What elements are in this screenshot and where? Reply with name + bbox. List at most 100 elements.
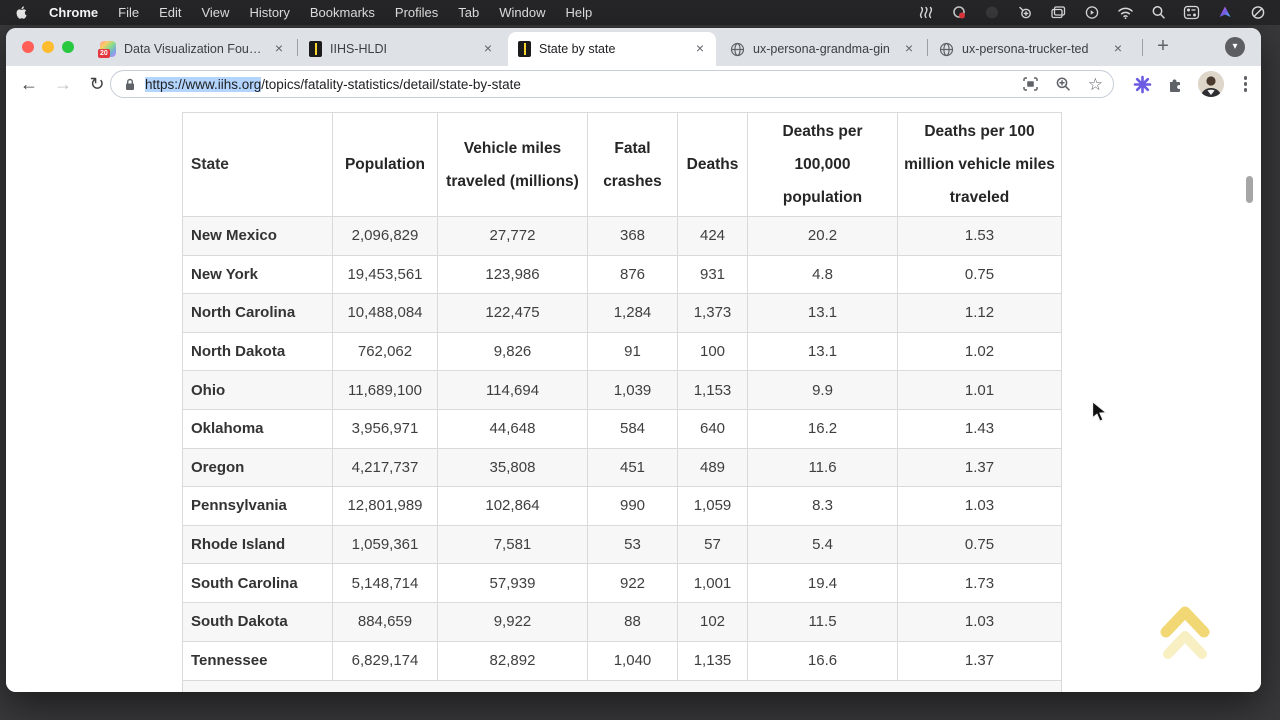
tab-label: ux-persona-trucker-ted <box>962 42 1089 56</box>
dimmed-circle-icon[interactable] <box>984 5 1000 20</box>
value-cell: 57 <box>678 525 748 564</box>
value-cell: 16.6 <box>748 641 898 681</box>
value-cell: 1,153 <box>678 371 748 409</box>
menu-item-bookmarks[interactable]: Bookmarks <box>309 5 375 20</box>
menu-item-help[interactable]: Help <box>565 5 593 20</box>
url-rest-text: /topics/fatality-statistics/detail/state… <box>261 76 521 92</box>
extensions-puzzle-icon[interactable] <box>1166 75 1184 93</box>
new-tab-button[interactable]: + <box>1157 35 1169 57</box>
macos-menu-bar: Chrome File Edit View History Bookmarks Profil… <box>0 0 1280 25</box>
zoom-window-button[interactable] <box>62 41 74 53</box>
menu-item-tab[interactable]: Tab <box>458 5 480 20</box>
close-tab-icon[interactable]: × <box>483 40 493 56</box>
column-header: State <box>183 113 333 216</box>
value-cell: 922 <box>588 564 678 602</box>
menu-item-chrome[interactable]: Chrome <box>49 5 99 20</box>
forward-button[interactable]: → <box>54 74 72 94</box>
menu-item-view[interactable]: View <box>201 5 230 20</box>
value-cell: 9,826 <box>438 332 588 371</box>
state-cell: New Mexico <box>183 217 333 255</box>
screenshot-scan-icon[interactable] <box>1022 76 1039 92</box>
focus-mode-icon[interactable] <box>1250 5 1266 20</box>
tab-separator <box>927 39 928 56</box>
value-cell: 6,829,174 <box>333 641 438 681</box>
table-row: New Mexico 2,096,829 27,772 368 424 20.2 1.53 <box>183 217 1061 256</box>
stacked-windows-icon[interactable] <box>1050 5 1067 20</box>
column-header: Vehicle miles traveled (millions) <box>438 113 588 216</box>
menu-item-edit[interactable]: Edit <box>159 5 182 20</box>
column-header: Deaths per 100 million vehicle miles tra… <box>904 123 1055 206</box>
value-cell: 2,096,829 <box>333 217 438 255</box>
close-tab-icon[interactable]: × <box>274 40 284 56</box>
chrome-menu-icon[interactable] <box>1238 76 1254 92</box>
value-cell: 12,801,989 <box>333 487 438 525</box>
bookmark-star-icon[interactable]: ☆ <box>1087 74 1103 94</box>
back-to-top-button[interactable] <box>1156 596 1214 666</box>
padlock-icon[interactable] <box>123 77 137 92</box>
tab-ux-persona-trucker[interactable]: ux-persona-trucker-ted × <box>929 32 1134 66</box>
value-cell: 44,648 <box>438 409 588 448</box>
value-cell: 1.12 <box>964 304 995 322</box>
table-row: Ohio 11,689,100 114,694 1,039 1,153 9.9 1.01 <box>183 371 1061 410</box>
value-cell: 1,001 <box>678 564 748 602</box>
screen-recording-icon[interactable] <box>951 5 967 20</box>
value-cell: 19.4 <box>748 564 898 602</box>
address-bar[interactable]: https://www.iihs.org/topics/fatality-sta… <box>110 70 1114 98</box>
value-cell: 876 <box>588 255 678 294</box>
state-cell: Oregon <box>183 448 333 487</box>
profile-avatar[interactable] <box>1197 71 1224 97</box>
menu-item-window[interactable]: Window <box>499 5 546 20</box>
value-cell: 1.37 <box>964 652 995 670</box>
value-cell: 4,217,737 <box>333 448 438 487</box>
menu-item-profiles[interactable]: Profiles <box>394 5 439 20</box>
tab-label: ux-persona-grandma-gin <box>753 42 890 56</box>
value-cell: 102 <box>678 602 748 641</box>
value-cell: 1.03 <box>964 497 995 515</box>
tab-bar: 20 Data Visualization Founda × IIHS-HLDI… <box>6 28 1261 66</box>
zoom-magnifier-icon[interactable] <box>1017 5 1033 20</box>
value-cell: 9.9 <box>748 371 898 409</box>
state-cell: South Dakota <box>183 602 333 641</box>
tab-ux-persona-grandma[interactable]: ux-persona-grandma-gin × <box>720 32 925 66</box>
state-cell: North Carolina <box>183 294 333 332</box>
menu-item-file[interactable]: File <box>118 5 140 20</box>
value-cell: 990 <box>588 487 678 525</box>
close-window-button[interactable] <box>22 41 34 53</box>
minimize-window-button[interactable] <box>42 41 54 53</box>
value-cell: 91 <box>588 332 678 371</box>
column-header: Deaths per 100,000 population <box>748 113 898 216</box>
value-cell: 100 <box>678 332 748 371</box>
spotlight-search-icon[interactable] <box>1151 5 1166 20</box>
state-cell: New York <box>183 255 333 294</box>
zoom-in-page-icon[interactable] <box>1055 76 1072 92</box>
table-header-row: State Population Vehicle miles traveled (m… <box>183 113 1061 217</box>
wifi-icon[interactable] <box>1117 6 1134 20</box>
tab-search-menu-button[interactable]: ▾ <box>1225 37 1245 57</box>
value-cell: 1,040 <box>588 641 678 681</box>
value-cell: 11.6 <box>748 448 898 487</box>
close-tab-icon[interactable]: × <box>1113 40 1123 56</box>
reload-button[interactable]: ↻ <box>89 74 105 94</box>
value-cell: 11,689,100 <box>333 371 438 409</box>
back-button[interactable]: ← <box>20 74 38 94</box>
value-cell: 368 <box>588 217 678 255</box>
state-cell: Ohio <box>183 371 333 409</box>
spark-extension-icon[interactable] <box>1133 75 1152 94</box>
value-cell: 1.37 <box>964 458 995 476</box>
close-tab-icon[interactable]: × <box>904 40 914 56</box>
play-circle-icon[interactable] <box>1084 5 1100 20</box>
waves-icon[interactable] <box>918 5 934 20</box>
value-cell: 57,939 <box>438 564 588 602</box>
control-center-icon[interactable] <box>1183 5 1200 20</box>
menu-item-history[interactable]: History <box>249 5 290 20</box>
tab-state-by-state-active[interactable]: State by state × <box>508 32 716 66</box>
tab-iihs-hldi[interactable]: IIHS-HLDI × <box>299 32 504 66</box>
value-cell: 0.75 <box>964 536 995 554</box>
value-cell: 16.2 <box>748 409 898 448</box>
close-tab-icon[interactable]: × <box>695 40 705 56</box>
apple-logo-icon[interactable] <box>14 5 29 20</box>
tab-data-visualization[interactable]: 20 Data Visualization Founda × <box>90 32 295 66</box>
table-row: Oregon 4,217,737 35,808 451 489 11.6 1.37 <box>183 448 1061 488</box>
vertical-scrollbar-thumb[interactable] <box>1246 176 1253 203</box>
color-swirl-icon[interactable] <box>1217 5 1233 20</box>
